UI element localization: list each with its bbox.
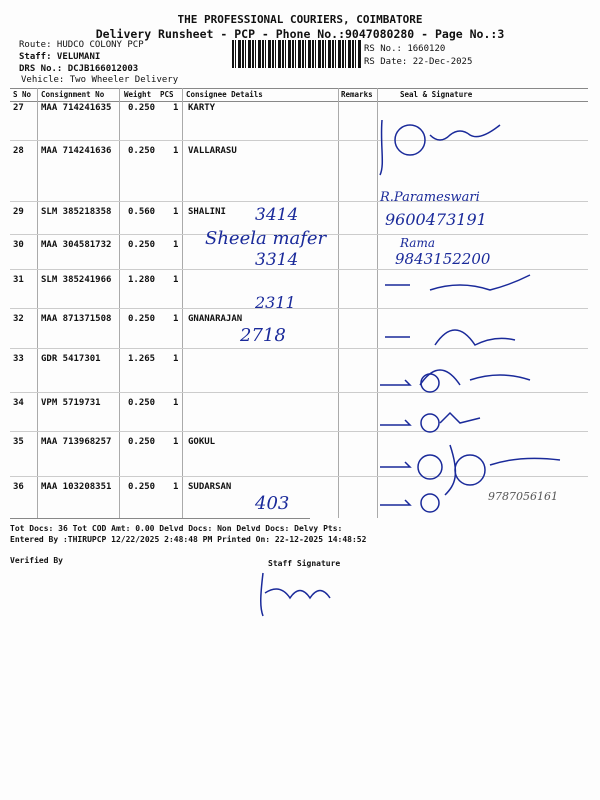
- sno: 30: [13, 240, 24, 250]
- consignee: GNANARAJAN: [188, 314, 243, 324]
- handwritten-name: R.Parameswari: [380, 190, 480, 205]
- drs-no: DRS No.: DCJB166012003: [19, 64, 139, 74]
- footer-totals: Tot Docs: 36 Tot COD Amt: 0.00 Delvd Doc…: [10, 524, 343, 533]
- consignment-no: GDR 5417301: [41, 354, 101, 364]
- consignment-no: SLM 385241966: [41, 275, 112, 285]
- divider: [10, 88, 588, 89]
- handwritten-phone: 9843152200: [395, 250, 491, 268]
- pcs: 1: [173, 207, 179, 217]
- pcs: 1: [173, 275, 179, 285]
- consignment-no: MAA 304581732: [41, 240, 112, 250]
- footer-entered: Entered By :THIRUPCP 12/22/2025 2:48:48 …: [10, 535, 367, 544]
- consignee: SHALINI: [188, 207, 226, 217]
- pcs: 1: [173, 398, 179, 408]
- pcs: 1: [173, 314, 179, 324]
- weight: 0.250: [128, 314, 156, 324]
- row-divider: [10, 269, 588, 270]
- row-divider: [10, 476, 588, 477]
- consignment-no: SLM 385218358: [41, 207, 112, 217]
- weight: 0.250: [128, 103, 156, 113]
- handwritten-note: 3414: [255, 205, 299, 225]
- vehicle: Vehicle: Two Wheeler Delivery: [21, 75, 179, 85]
- row-divider: [10, 348, 588, 349]
- rs-date: RS Date: 22-Dec-2025: [364, 57, 473, 67]
- col-pcs: PCS: [160, 90, 174, 99]
- consignment-no: MAA 103208351: [41, 482, 112, 492]
- handwritten-note: 2311: [255, 293, 296, 312]
- consignment-no: MAA 714241636: [41, 146, 112, 156]
- staff: Staff: VELUMANI: [19, 52, 101, 62]
- handwritten-note: 2718: [240, 325, 286, 346]
- sno: 31: [13, 275, 24, 285]
- sno: 35: [13, 437, 24, 447]
- col-line: [377, 88, 378, 518]
- consignment-no: MAA 714241635: [41, 103, 112, 113]
- col-seal: Seal & Signature: [400, 90, 473, 99]
- verified-by: Verified By: [10, 556, 63, 565]
- col-weight: Weight: [124, 90, 152, 99]
- pcs: 1: [173, 103, 179, 113]
- consignment-no: VPM 5719731: [41, 398, 101, 408]
- consignee: KARTY: [188, 103, 216, 113]
- weight: 0.250: [128, 146, 156, 156]
- col-consignment: Consignment No: [41, 90, 105, 99]
- route: Route: HUDCO COLONY PCP: [19, 40, 144, 50]
- staff-signature: [260, 572, 331, 617]
- col-line: [37, 88, 38, 518]
- sno: 34: [13, 398, 24, 408]
- handwritten-phone: 9787056161: [488, 490, 558, 503]
- row-divider: [10, 431, 588, 432]
- handwritten-note: Sheela mafer: [205, 228, 327, 249]
- sno: 36: [13, 482, 24, 492]
- sno: 33: [13, 354, 24, 364]
- pcs: 1: [173, 146, 179, 156]
- divider: [10, 518, 310, 519]
- pcs: 1: [173, 354, 179, 364]
- col-line: [119, 88, 120, 518]
- consignee: VALLARASU: [188, 146, 237, 156]
- company-name: THE PROFESSIONAL COURIERS, COIMBATORE: [177, 13, 423, 26]
- handwritten-name: Rama: [400, 236, 435, 250]
- row-divider: [10, 392, 588, 393]
- staff-signature-label: Staff Signature: [268, 559, 341, 568]
- handwritten-phone: 9600473191: [385, 210, 487, 229]
- weight: 0.250: [128, 240, 156, 250]
- pcs: 1: [173, 437, 179, 447]
- consignment-no: MAA 713968257: [41, 437, 112, 447]
- col-consignee: Consignee Details: [186, 90, 263, 99]
- weight: 0.250: [128, 482, 156, 492]
- consignment-no: MAA 871371508: [41, 314, 112, 324]
- divider: [10, 101, 588, 102]
- row-divider: [10, 201, 588, 202]
- handwritten-signatures: [379, 119, 561, 513]
- weight: 1.265: [128, 354, 156, 364]
- sno: 27: [13, 103, 24, 113]
- pcs: 1: [173, 240, 179, 250]
- col-line: [338, 88, 339, 518]
- rs-no: RS No.: 1660120: [364, 44, 446, 54]
- col-remarks: Remarks: [341, 90, 373, 99]
- pcs: 1: [173, 482, 179, 492]
- weight: 0.250: [128, 398, 156, 408]
- runsheet-title: Delivery Runsheet - PCP - Phone No.:9047…: [95, 27, 505, 41]
- row-divider: [10, 140, 588, 141]
- row-divider: [10, 308, 588, 309]
- handwritten-note: 403: [255, 493, 290, 514]
- row-divider: [10, 234, 588, 235]
- barcode: [232, 40, 362, 68]
- sno: 32: [13, 314, 24, 324]
- weight: 0.250: [128, 437, 156, 447]
- sno: 29: [13, 207, 24, 217]
- col-sno: S No: [13, 90, 32, 99]
- sno: 28: [13, 146, 24, 156]
- col-line: [182, 88, 183, 518]
- consignee: GOKUL: [188, 437, 216, 447]
- weight: 0.560: [128, 207, 156, 217]
- consignee: SUDARSAN: [188, 482, 232, 492]
- handwritten-note: 3314: [255, 250, 299, 270]
- weight: 1.280: [128, 275, 156, 285]
